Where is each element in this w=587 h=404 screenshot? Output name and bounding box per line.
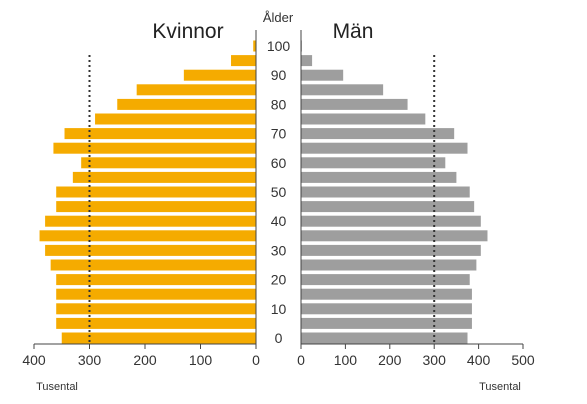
women-bar-90 [183,69,256,81]
age-tick-label: 30 [271,242,287,258]
women-tick-label: 200 [133,352,157,368]
men-bar-50 [301,186,470,198]
age-tick-label: 20 [271,272,287,288]
age-tick-label: 40 [271,213,287,229]
women-tick-label: 0 [252,352,260,368]
women-bar-60 [81,157,256,169]
age-axis-label: Ålder [263,10,294,25]
men-bar-10 [301,303,472,315]
age-tick-label: 60 [271,155,287,171]
men-bar-30 [301,244,481,256]
women-bar-65 [53,142,256,154]
women-bar-100 [253,40,256,52]
women-tick-label: 100 [189,352,213,368]
women-bar-20 [56,274,257,286]
men-bar-90 [301,69,344,81]
women-title: Kvinnor [152,20,223,43]
age-tick-label: 50 [271,184,287,200]
age-tick-label: 90 [271,67,287,83]
women-bar-5 [56,317,257,329]
men-bar-0 [301,332,468,344]
women-bar-0 [61,332,256,344]
men-bar-70 [301,128,455,140]
men-bar-15 [301,288,472,300]
age-tick-label: 10 [271,301,287,317]
men-tick-label: 500 [511,352,535,368]
women-bar-95 [231,55,256,67]
women-bar-85 [136,84,256,96]
age-tick-label: 100 [267,38,291,54]
men-tick-label: 0 [297,352,305,368]
women-bar-50 [56,186,257,198]
men-bar-65 [301,142,468,154]
women-bar-25 [50,259,257,271]
age-tick-label: 0 [275,330,283,346]
women-bar-55 [72,171,256,183]
women-bar-30 [45,244,256,256]
age-tick-label: 80 [271,96,287,112]
reference-lines [88,55,436,344]
men-bar-80 [301,98,408,110]
men-bar-95 [301,55,313,67]
men-bar-25 [301,259,477,271]
women-bar-35 [39,230,256,242]
men-bars [301,40,488,344]
men-tick-label: 200 [378,352,402,368]
men-bar-20 [301,274,470,286]
men-bar-5 [301,317,472,329]
women-bar-10 [56,303,257,315]
age-labels: 0 10 20 30 40 50 60 70 80 90 100 [267,38,291,346]
men-bar-40 [301,215,481,227]
x-axes: 400 300 200 100 0 0 100 200 300 400 500 [22,30,535,368]
women-bars [39,40,257,344]
men-tick-label: 400 [467,352,491,368]
women-bar-80 [117,98,256,110]
age-tick-label: 70 [271,126,287,142]
men-bar-85 [301,84,384,96]
men-bar-60 [301,157,446,169]
women-bar-40 [45,215,256,227]
men-title: Män [333,20,374,43]
women-unit-label: Tusental [36,381,78,393]
women-bar-45 [56,201,257,213]
men-unit-label: Tusental [479,381,521,393]
men-bar-55 [301,171,457,183]
men-bar-35 [301,230,488,242]
women-tick-label: 400 [22,352,46,368]
women-tick-label: 300 [78,352,102,368]
women-bar-15 [56,288,257,300]
men-bar-45 [301,201,475,213]
women-bar-70 [64,128,257,140]
men-tick-label: 300 [423,352,447,368]
men-tick-label: 100 [334,352,358,368]
men-bar-75 [301,113,426,125]
women-bar-75 [95,113,256,125]
